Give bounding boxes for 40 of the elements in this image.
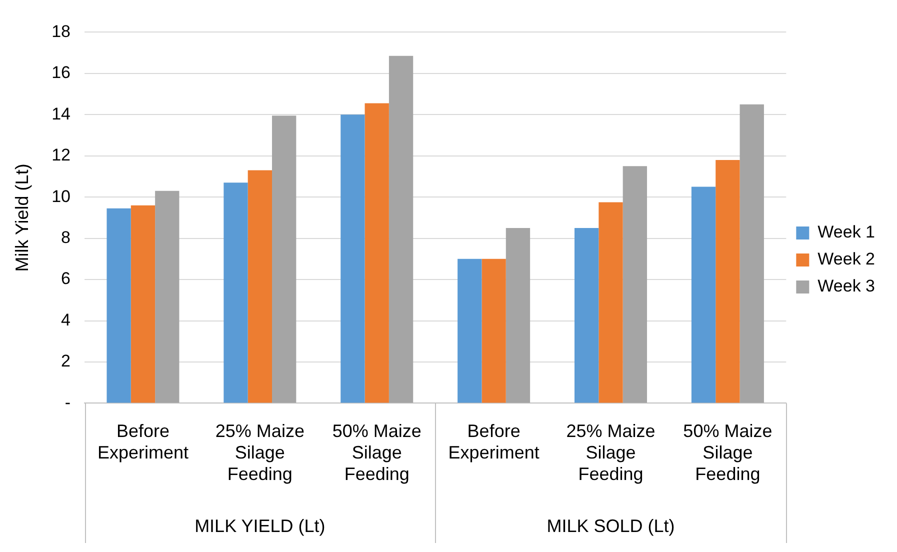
x-tick-label: Before Experiment <box>97 420 189 463</box>
y-tick-label: 8 <box>61 228 71 247</box>
y-tick-label: 16 <box>52 63 71 82</box>
bar <box>574 228 599 403</box>
bar <box>272 116 296 403</box>
legend-label: Week 3 <box>818 276 876 296</box>
y-tick-label: 14 <box>52 104 71 124</box>
text: MILK YIELD (Lt) <box>194 516 326 536</box>
bar <box>691 186 716 403</box>
y-tick-label: 2 <box>61 352 71 371</box>
bar <box>364 103 389 403</box>
bar <box>622 166 648 403</box>
bar <box>388 56 414 403</box>
bar <box>716 160 740 403</box>
bar <box>598 202 623 403</box>
bar <box>506 228 530 403</box>
x-tick-label: 25% Maize Silage Feeding <box>215 420 304 484</box>
bar <box>155 190 180 403</box>
bar <box>340 114 365 403</box>
legend-label: Week 1 <box>818 222 876 242</box>
y-tick-label: 18 <box>52 22 71 41</box>
x-tick-label: 50% Maize Silage Feeding <box>332 420 422 484</box>
bar <box>482 258 506 403</box>
x-tick-label: 50% Maize Silage Feeding <box>683 420 772 484</box>
y-axis-title: Milk Yield (Lt) <box>12 164 32 272</box>
y-tick-label: - <box>64 392 71 412</box>
bar <box>458 258 482 403</box>
bar <box>106 208 131 403</box>
text: MILK SOLD (Lt) <box>546 516 675 536</box>
x-tick-label: 25% Maize Silage Feeding <box>566 420 656 484</box>
bar <box>224 182 248 403</box>
bar <box>248 170 272 403</box>
legend-label: Week 2 <box>818 250 876 269</box>
bar <box>740 104 764 403</box>
y-tick-label: 4 <box>61 310 71 330</box>
y-tick-label: 6 <box>61 269 71 288</box>
x-tick-label: Before Experiment <box>448 420 540 463</box>
y-tick-label: 12 <box>52 146 71 165</box>
y-tick-label: 10 <box>52 186 71 206</box>
bar <box>130 205 156 403</box>
